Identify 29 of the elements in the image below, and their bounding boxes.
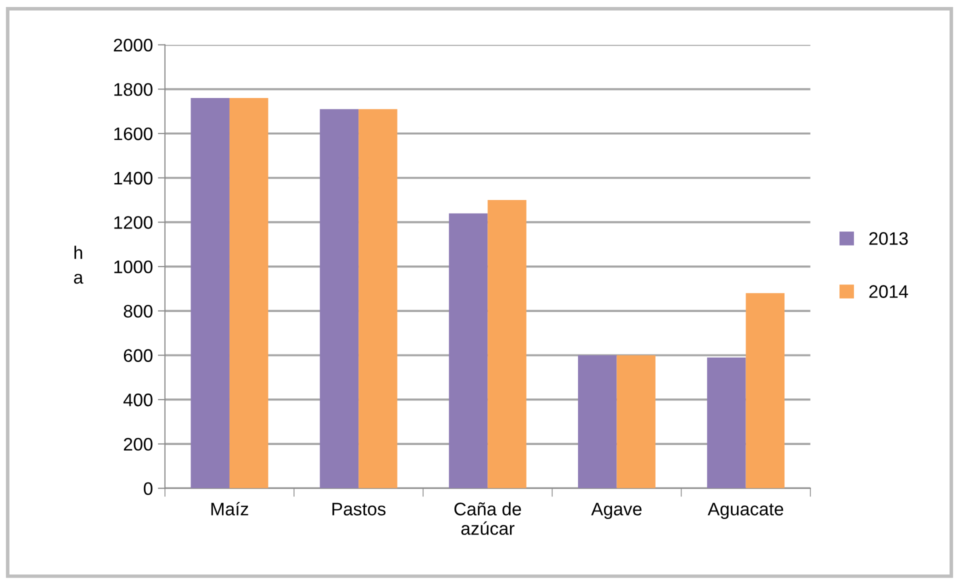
bar — [488, 200, 526, 488]
legend-label: 2014 — [869, 285, 908, 298]
bar — [578, 355, 617, 488]
bar — [707, 357, 746, 488]
y-tick-label: 200 — [124, 438, 152, 451]
bar — [358, 109, 398, 488]
bar — [746, 293, 785, 488]
y-tick-label: 2000 — [114, 38, 152, 52]
y-tick-label: 1600 — [114, 127, 152, 140]
y-tick-label: 1400 — [114, 172, 152, 185]
y-tick-label: 0 — [144, 482, 152, 496]
x-tick-label: Aguacate — [708, 502, 784, 520]
bar — [448, 213, 488, 488]
x-tick-label: Pastos — [332, 502, 386, 516]
y-axis-title: h a — [74, 246, 84, 284]
y-tick-label: 800 — [124, 304, 152, 318]
y-tick-label: 1200 — [114, 216, 152, 229]
x-tick-label: Agave — [591, 502, 642, 520]
y-tick-label: 1000 — [114, 260, 152, 274]
y-tick-label: 400 — [123, 394, 152, 406]
y-tick-label: 1800 — [114, 83, 152, 96]
bar — [616, 355, 656, 488]
x-tick-label: Maíz — [211, 502, 248, 516]
y-tick-label: 600 — [124, 349, 152, 362]
bar — [229, 98, 268, 488]
legend-label: 2013 — [869, 232, 908, 245]
bar — [190, 98, 230, 488]
bar — [320, 109, 359, 488]
x-tick-label: Caña de azúcar — [454, 502, 521, 535]
